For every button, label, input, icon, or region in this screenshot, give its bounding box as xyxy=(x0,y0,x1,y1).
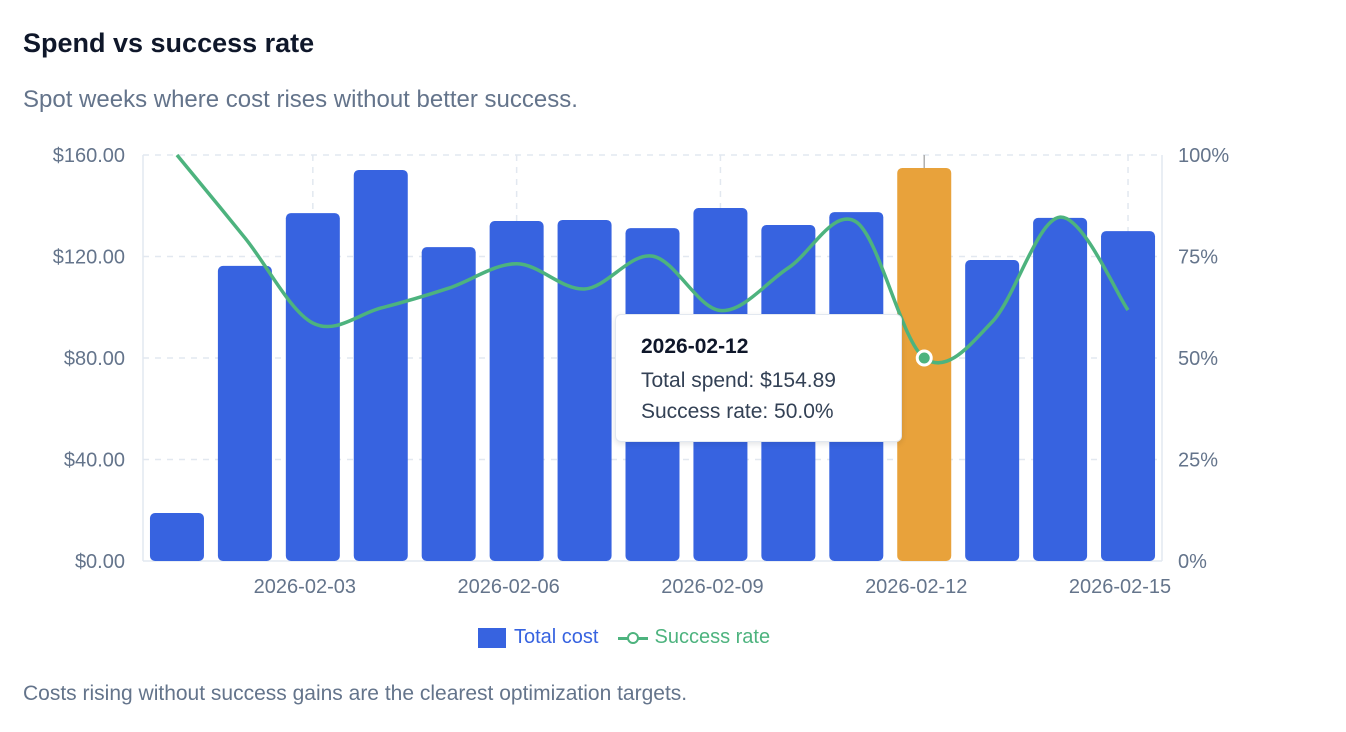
y-right-tick-label: 0% xyxy=(1178,551,1207,573)
y-left-tick-label: $40.00 xyxy=(64,450,125,472)
chart-legend: Total cost Success rate xyxy=(478,626,790,649)
y-left-tick-label: $120.00 xyxy=(53,247,125,269)
y-right-tick-label: 25% xyxy=(1178,450,1218,472)
bar xyxy=(217,265,272,561)
legend-label: Total cost xyxy=(514,626,599,648)
bar xyxy=(353,169,408,561)
chart-footnote: Costs rising without success gains are t… xyxy=(23,682,688,705)
tooltip-date: 2026-02-12 xyxy=(641,335,749,358)
x-tick-label: 2026-02-12 xyxy=(865,576,967,598)
bar xyxy=(489,220,544,561)
tooltip-spend: Total spend: $154.89 xyxy=(641,369,836,392)
bar xyxy=(1033,217,1088,561)
legend-label: Success rate xyxy=(654,626,771,648)
bar-swatch-icon xyxy=(478,627,506,648)
y-right-tick-label: 100% xyxy=(1178,145,1229,167)
bar xyxy=(1101,231,1156,561)
y-right-tick-label: 75% xyxy=(1178,247,1218,269)
x-tick-label: 2026-02-06 xyxy=(457,576,559,598)
bar xyxy=(557,219,612,561)
y-left-tick-label: $160.00 xyxy=(53,145,125,167)
bar xyxy=(421,247,476,561)
success-rate-point-active xyxy=(915,349,933,367)
legend-success-rate[interactable]: Success rate xyxy=(618,626,770,649)
bar xyxy=(149,513,204,561)
chart-tooltip: 2026-02-12 Total spend: $154.89 Success … xyxy=(615,314,902,442)
legend-total-cost[interactable]: Total cost xyxy=(478,626,598,649)
bar xyxy=(965,260,1020,561)
success-rate-line xyxy=(175,153,1130,365)
y-left-tick-label: $0.00 xyxy=(75,551,125,573)
tooltip-rate: Success rate: 50.0% xyxy=(641,400,834,423)
bar xyxy=(285,213,340,561)
y-right-tick-label: 50% xyxy=(1178,348,1218,370)
x-tick-label: 2026-02-09 xyxy=(661,576,763,598)
chart-title: Spend vs success rate xyxy=(23,28,315,58)
line-swatch-icon xyxy=(618,628,649,648)
chart-subtitle: Spot weeks where cost rises without bett… xyxy=(23,86,578,113)
x-tick-label: 2026-02-03 xyxy=(254,576,356,598)
y-left-tick-label: $80.00 xyxy=(64,348,125,370)
x-tick-label: 2026-02-15 xyxy=(1069,576,1171,598)
